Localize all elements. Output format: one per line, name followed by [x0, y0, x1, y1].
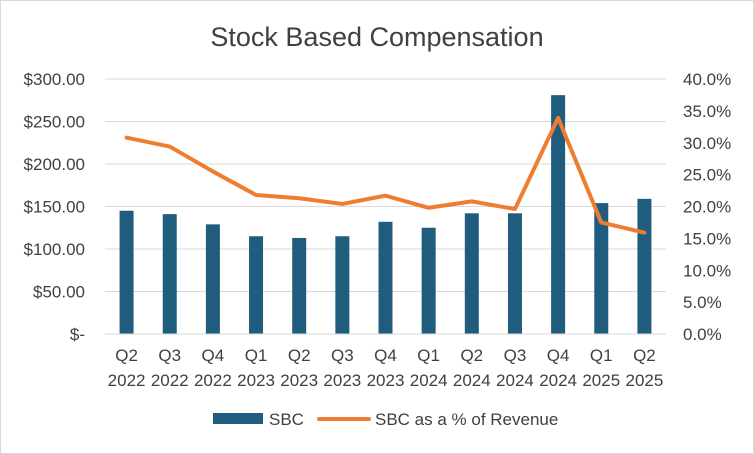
left-tick-label: $50.00	[33, 283, 85, 302]
x-tick-label-quarter: Q1	[417, 346, 440, 365]
x-tick-label-year: 2024	[453, 371, 491, 390]
x-tick-label-year: 2023	[323, 371, 361, 390]
x-tick-label-year: 2024	[539, 371, 577, 390]
bar-sbc	[249, 236, 264, 334]
legend-label-sbc: SBC	[269, 410, 304, 429]
legend-swatch-sbc	[213, 413, 263, 424]
left-tick-label: $150.00	[24, 198, 85, 217]
bar-sbc	[464, 213, 479, 334]
bar-sbc	[162, 214, 177, 334]
x-axis: Q2 2022 Q3 2022 Q4 2022 Q1 2023 Q2 2023 Q3 2023 Q4 20…	[105, 333, 666, 390]
x-tick-label-quarter: Q3	[158, 346, 181, 365]
x-tick-label-year: 2024	[410, 371, 448, 390]
bar-sbc	[637, 198, 652, 334]
chart-title: Stock Based Compensation	[210, 22, 543, 52]
bar-sbc	[119, 210, 134, 334]
x-tick-label-quarter: Q2	[288, 346, 311, 365]
bar-sbc	[594, 203, 609, 334]
x-tick-label-year: 2023	[367, 371, 405, 390]
right-tick-label: 0.0%	[683, 325, 722, 344]
x-tick-label-quarter: Q3	[504, 346, 527, 365]
bar-sbc	[551, 95, 566, 335]
right-tick-label: 30.0%	[683, 134, 731, 153]
x-tick-label-quarter: Q1	[590, 346, 613, 365]
x-tick-label-quarter: Q4	[202, 346, 225, 365]
x-tick-label-year: 2022	[108, 371, 146, 390]
left-tick-label: $300.00	[24, 70, 85, 89]
right-tick-label: 40.0%	[683, 70, 731, 89]
x-tick-label-year: 2024	[496, 371, 534, 390]
x-tick-label-quarter: Q2	[633, 346, 656, 365]
left-tick-label: $-	[70, 325, 85, 344]
right-tick-label: 15.0%	[683, 229, 731, 248]
bar-sbc	[507, 213, 522, 334]
right-tick-label: 25.0%	[683, 166, 731, 185]
bar-sbc	[205, 224, 220, 334]
bar-sbc	[292, 237, 307, 334]
left-axis: $- $50.00 $100.00 $150.00 $200.00 $250.00 $300…	[24, 70, 85, 344]
bar-sbc	[335, 236, 350, 334]
x-tick-label-year: 2023	[280, 371, 318, 390]
x-tick-label-quarter: Q1	[245, 346, 268, 365]
right-tick-label: 5.0%	[683, 293, 722, 312]
left-tick-label: $100.00	[24, 240, 85, 259]
left-tick-label: $200.00	[24, 155, 85, 174]
bar-series-sbc	[119, 95, 652, 335]
x-tick-label-quarter: Q4	[547, 346, 570, 365]
line-series-sbc-pct	[124, 115, 647, 235]
x-tick-label-year: 2022	[151, 371, 189, 390]
line-sbc-pct	[124, 115, 647, 235]
legend-label-sbc-pct: SBC as a % of Revenue	[375, 410, 558, 429]
left-tick-label: $250.00	[24, 113, 85, 132]
right-tick-label: 20.0%	[683, 198, 731, 217]
bar-sbc	[378, 221, 393, 334]
right-axis: 0.0% 5.0% 10.0% 15.0% 20.0% 25.0% 30.0% 35.0% 40…	[683, 70, 731, 344]
x-tick-label-quarter: Q2	[115, 346, 138, 365]
x-tick-label-quarter: Q4	[374, 346, 397, 365]
x-tick-label-year: 2023	[237, 371, 275, 390]
right-tick-label: 35.0%	[683, 102, 731, 121]
x-tick-label-quarter: Q3	[331, 346, 354, 365]
x-tick-label-year: 2022	[194, 371, 232, 390]
right-tick-label: 10.0%	[683, 261, 731, 280]
legend: SBC SBC as a % of Revenue	[213, 410, 558, 429]
x-tick-label-year: 2025	[582, 371, 620, 390]
x-tick-label-year: 2025	[626, 371, 664, 390]
bar-sbc	[421, 227, 436, 334]
x-tick-label-quarter: Q2	[460, 346, 483, 365]
